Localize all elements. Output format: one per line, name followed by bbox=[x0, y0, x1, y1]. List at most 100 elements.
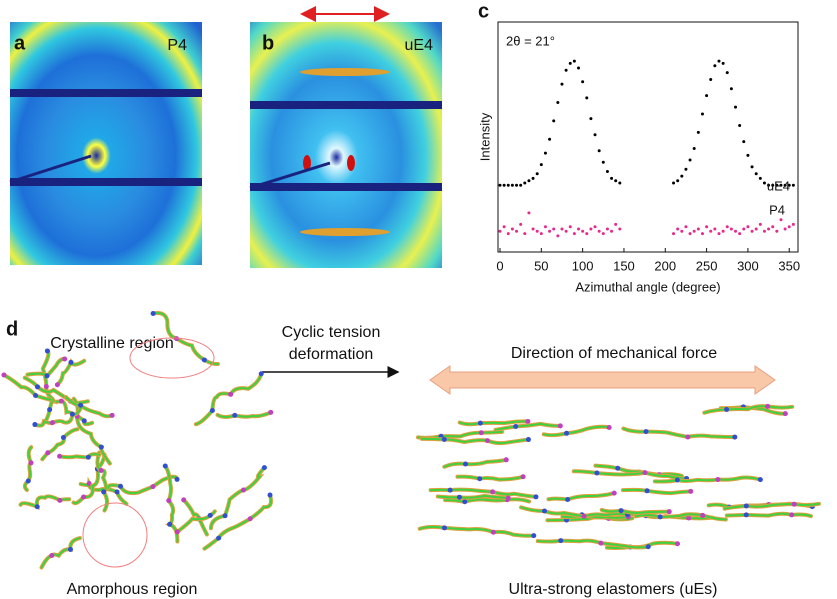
crosslink bbox=[86, 455, 91, 460]
crosslink bbox=[688, 489, 693, 494]
series-label: uE4 bbox=[767, 178, 790, 193]
crosslink bbox=[675, 541, 680, 546]
crosslink bbox=[732, 435, 737, 440]
crosslink bbox=[228, 392, 233, 397]
data-point bbox=[755, 228, 758, 231]
force-arrow bbox=[430, 366, 775, 394]
figure: a P4 b uE4 c 2θ = 21° Azimuthal angle (d… bbox=[0, 0, 837, 599]
beam-bar bbox=[250, 101, 442, 109]
crosslink bbox=[646, 544, 651, 549]
plot-frame bbox=[498, 22, 798, 252]
crosslink bbox=[26, 478, 31, 483]
data-point bbox=[610, 230, 613, 233]
crosslink bbox=[645, 488, 650, 493]
force-label: Direction of mechanical force bbox=[511, 345, 717, 362]
crosslink bbox=[675, 478, 680, 483]
data-point bbox=[536, 230, 539, 233]
sample-label: P4 bbox=[167, 37, 187, 54]
data-point bbox=[527, 211, 530, 214]
crosslink bbox=[612, 491, 617, 496]
arc bbox=[300, 68, 390, 76]
crosslink bbox=[715, 477, 720, 482]
beam-bar bbox=[10, 89, 202, 97]
crosslink bbox=[45, 348, 50, 353]
crosslink bbox=[531, 533, 536, 538]
data-point bbox=[792, 223, 795, 226]
chart-title: 2θ = 21° bbox=[506, 33, 555, 48]
crosslink bbox=[49, 553, 54, 558]
data-point bbox=[598, 149, 601, 152]
data-point bbox=[540, 232, 543, 235]
crosslink bbox=[644, 429, 649, 434]
crosslink bbox=[598, 541, 603, 546]
crosslink bbox=[268, 410, 273, 415]
crosslink bbox=[526, 437, 531, 442]
x-tick-label: 150 bbox=[613, 258, 635, 273]
data-point bbox=[519, 223, 522, 226]
data-point bbox=[734, 106, 737, 109]
data-point bbox=[680, 230, 683, 233]
chain-outline bbox=[35, 408, 81, 425]
crosslink bbox=[45, 373, 50, 378]
crosslink bbox=[685, 434, 690, 439]
data-point bbox=[705, 94, 708, 97]
crosslink bbox=[118, 484, 123, 489]
crosslink bbox=[62, 356, 67, 361]
data-point bbox=[548, 138, 551, 141]
data-point bbox=[614, 179, 617, 182]
data-point bbox=[532, 228, 535, 231]
data-point bbox=[755, 172, 758, 175]
crosslink bbox=[70, 412, 75, 417]
data-point bbox=[569, 225, 572, 228]
data-point bbox=[523, 232, 526, 235]
crosslink bbox=[99, 445, 104, 450]
crosslink bbox=[504, 457, 509, 462]
data-point bbox=[709, 230, 712, 233]
crosslink bbox=[175, 529, 180, 534]
process-label: deformation bbox=[289, 346, 374, 363]
data-point bbox=[581, 80, 584, 83]
data-point bbox=[693, 147, 696, 150]
data-point bbox=[519, 184, 522, 187]
crosslink bbox=[594, 471, 599, 476]
data-point bbox=[775, 230, 778, 233]
crosslink bbox=[533, 494, 538, 499]
data-point bbox=[792, 184, 795, 187]
data-point bbox=[684, 168, 687, 171]
crosslink bbox=[248, 516, 253, 521]
data-point bbox=[717, 232, 720, 235]
crosslink bbox=[442, 525, 447, 530]
crosslink bbox=[491, 530, 496, 535]
crosslink bbox=[700, 513, 705, 518]
crosslink bbox=[565, 497, 570, 502]
data-point bbox=[503, 225, 506, 228]
data-point bbox=[565, 230, 568, 233]
panel-label: b bbox=[262, 32, 274, 54]
data-point bbox=[560, 228, 563, 231]
data-point bbox=[742, 140, 745, 143]
crosslink bbox=[448, 488, 453, 493]
crosslink bbox=[564, 431, 569, 436]
crosslink bbox=[582, 514, 587, 519]
crosslink bbox=[115, 489, 120, 494]
data-point bbox=[717, 60, 720, 63]
data-point bbox=[788, 225, 791, 228]
data-point bbox=[589, 228, 592, 231]
crosslink bbox=[59, 399, 64, 404]
data-point bbox=[730, 228, 733, 231]
data-point bbox=[709, 78, 712, 81]
data-point bbox=[759, 177, 762, 180]
data-point bbox=[602, 232, 605, 235]
data-point bbox=[763, 182, 766, 185]
data-point bbox=[693, 230, 696, 233]
crosslink bbox=[558, 538, 563, 543]
data-point bbox=[697, 228, 700, 231]
crosslink bbox=[744, 512, 749, 517]
crosslink bbox=[216, 536, 221, 541]
crosslink bbox=[783, 411, 788, 416]
x-tick-label: 300 bbox=[737, 258, 759, 273]
arc bbox=[300, 228, 390, 236]
panel-label: d bbox=[6, 318, 18, 340]
data-point bbox=[556, 101, 559, 104]
x-tick-label: 50 bbox=[534, 258, 548, 273]
